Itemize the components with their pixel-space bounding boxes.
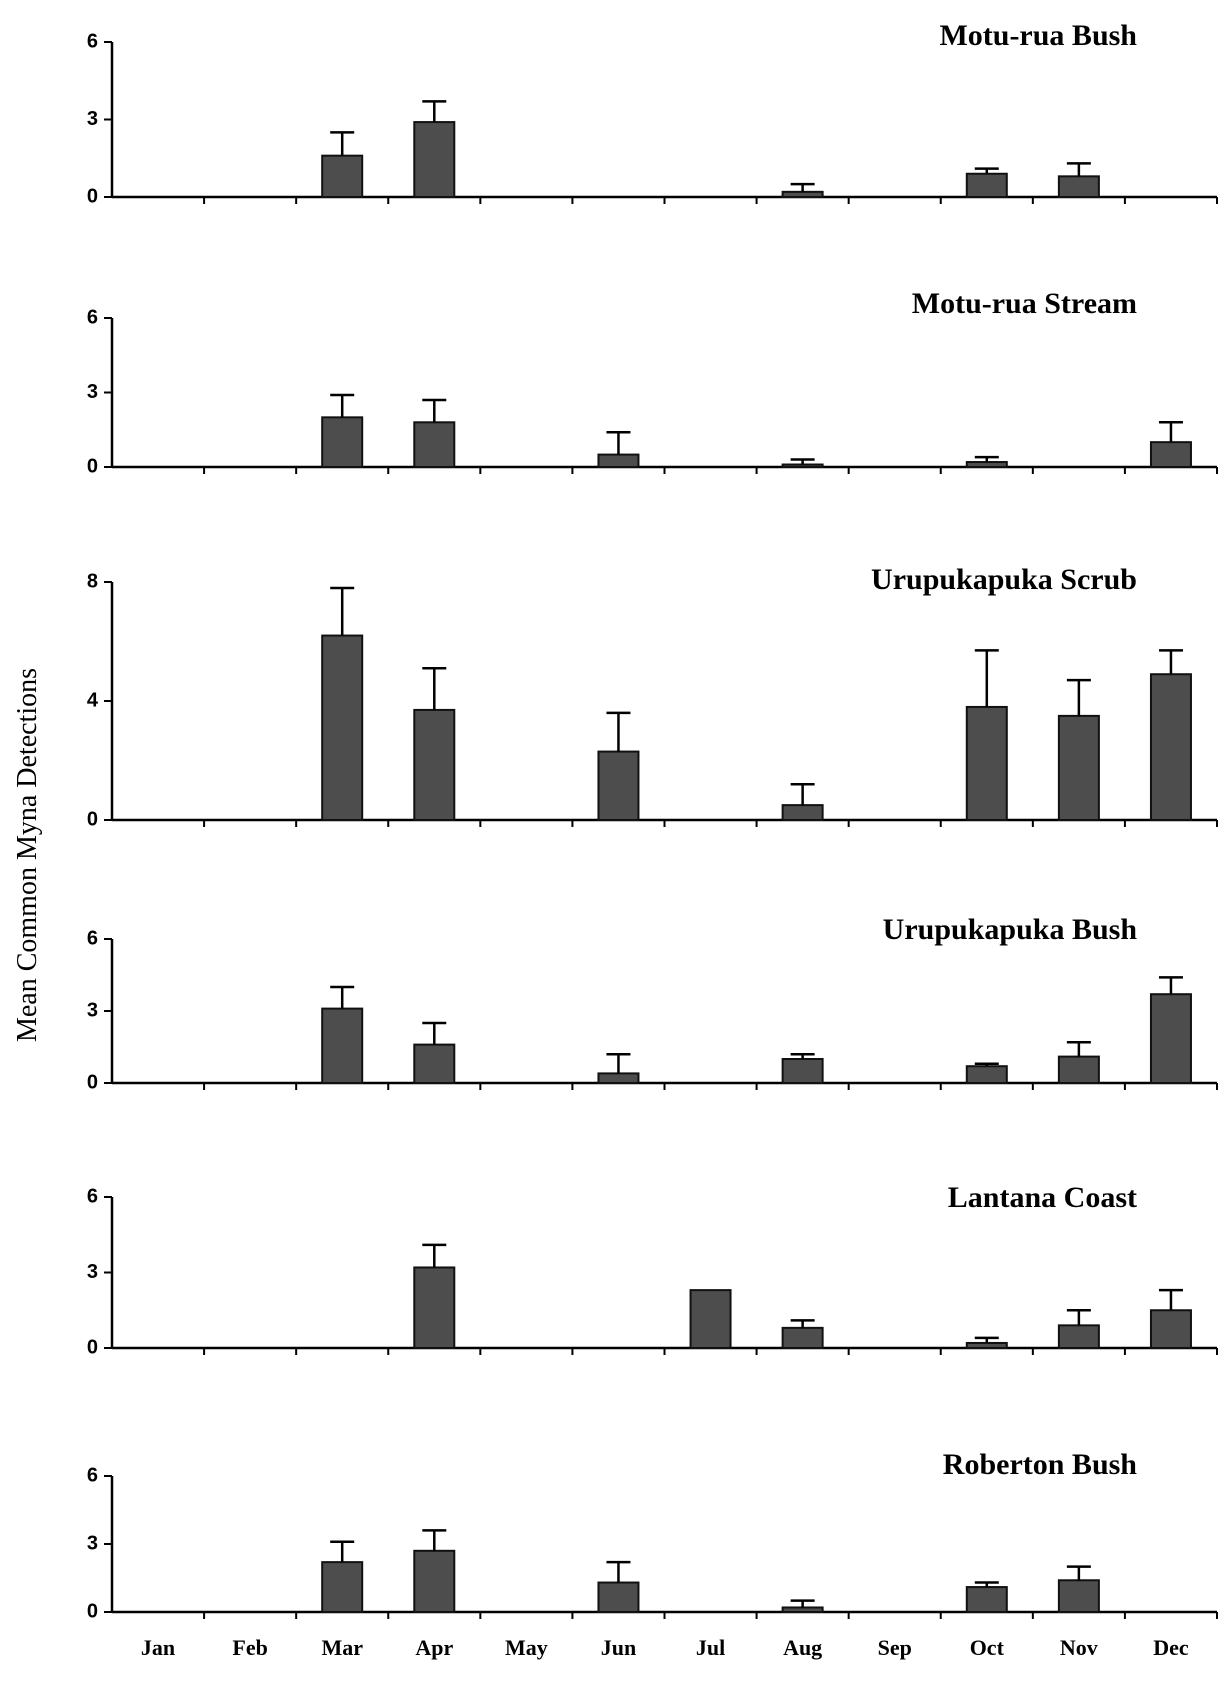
y-tick-label: 6 <box>87 1464 98 1486</box>
panel-title: Motu-rua Stream <box>912 287 1137 320</box>
bar-dec <box>1149 1309 1192 1349</box>
bar-apr <box>413 1043 456 1084</box>
bar-oct <box>965 1065 1008 1084</box>
bar-aug <box>781 463 824 468</box>
bar-nov <box>1057 1055 1100 1084</box>
bar-jun <box>597 453 640 469</box>
bar-oct <box>965 172 1008 198</box>
bar-dec <box>1149 441 1192 468</box>
bar-oct <box>965 1586 1008 1613</box>
panel-title: Lantana Coast <box>948 1181 1137 1214</box>
y-tick-label: 6 <box>87 1185 98 1207</box>
bar-mar <box>321 1007 364 1084</box>
x-tick-label-nov: Nov <box>1060 1635 1098 1660</box>
bar-dec <box>1149 673 1192 821</box>
bar-apr <box>413 708 456 821</box>
bar-aug <box>781 1326 824 1350</box>
panel-title: Urupukapuka Bush <box>883 913 1138 946</box>
x-tick-label-jan: Jan <box>141 1635 175 1660</box>
bar-apr <box>413 1266 456 1350</box>
panel-title: Urupukapuka Scrub <box>871 563 1137 596</box>
y-tick-label: 3 <box>87 108 98 130</box>
y-tick-label: 6 <box>87 927 98 949</box>
x-tick-label-may: May <box>505 1635 548 1660</box>
x-tick-label-dec: Dec <box>1153 1635 1189 1660</box>
y-tick-label: 6 <box>87 30 98 52</box>
bar-nov <box>1057 1579 1100 1614</box>
y-tick-label: 3 <box>87 381 98 403</box>
bar-oct <box>965 1341 1008 1350</box>
x-tick-label-feb: Feb <box>232 1635 267 1660</box>
bar-nov <box>1057 1324 1100 1349</box>
y-tick-label: 4 <box>87 689 99 711</box>
panel-3: Urupukapuka Bush 0 3 6 <box>87 913 1218 1093</box>
bar-mar <box>321 634 364 821</box>
bar-aug <box>781 1606 824 1614</box>
y-tick-label: 3 <box>87 1261 98 1283</box>
x-tick-label-jun: Jun <box>601 1635 636 1660</box>
y-tick-label: 0 <box>87 455 98 477</box>
x-tick-label-oct: Oct <box>970 1635 1005 1660</box>
y-tick-label: 0 <box>87 808 98 830</box>
x-tick-label-aug: Aug <box>783 1635 822 1660</box>
y-tick-label: 0 <box>87 1336 98 1358</box>
x-tick-label-jul: Jul <box>696 1635 725 1660</box>
panel-0: Motu-rua Bush 0 3 6 <box>87 19 1218 207</box>
bar-mar <box>321 1561 364 1613</box>
y-tick-label: 8 <box>87 570 98 592</box>
bar-apr <box>413 1549 456 1614</box>
y-tick-label: 0 <box>87 1600 98 1622</box>
bar-jun <box>597 750 640 822</box>
bar-jun <box>597 1072 640 1085</box>
panel-title: Roberton Bush <box>943 1448 1138 1481</box>
bar-apr <box>413 121 456 198</box>
panel-5: Roberton Bush 0 3 6 <box>87 1448 1218 1622</box>
bar-jul <box>689 1289 732 1350</box>
bar-aug <box>781 804 824 821</box>
bar-mar <box>321 416 364 469</box>
x-tick-label-mar: Mar <box>321 1635 363 1660</box>
x-tick-label-apr: Apr <box>415 1635 453 1660</box>
bar-aug <box>781 1058 824 1084</box>
panel-2: Urupukapuka Scrub 0 4 8 <box>87 563 1218 830</box>
bar-oct <box>965 461 1008 468</box>
x-tick-label-sep: Sep <box>878 1635 912 1660</box>
y-axis-label: Mean Common Myna Detections <box>12 668 43 1042</box>
bar-nov <box>1057 714 1100 821</box>
y-tick-label: 6 <box>87 306 98 328</box>
panel-title: Motu-rua Bush <box>939 19 1137 52</box>
bar-dec <box>1149 993 1192 1085</box>
y-tick-label: 3 <box>87 999 98 1021</box>
x-tick-labels: Jan Feb Mar Apr May Jun Jul Aug Sep Oct Nov Dec <box>141 1635 1189 1660</box>
panel-4: Lantana Coast 0 3 6 <box>87 1181 1218 1358</box>
y-tick-label: 0 <box>87 1071 98 1093</box>
panel-1: Motu-rua Stream 0 3 6 <box>87 287 1218 477</box>
bar-apr <box>413 421 456 468</box>
bar-aug <box>781 190 824 198</box>
bar-mar <box>321 154 364 199</box>
bar-nov <box>1057 175 1100 198</box>
y-tick-label: 0 <box>87 185 98 207</box>
y-tick-label: 3 <box>87 1532 98 1554</box>
bar-oct <box>965 705 1008 822</box>
bar-jun <box>597 1581 640 1613</box>
